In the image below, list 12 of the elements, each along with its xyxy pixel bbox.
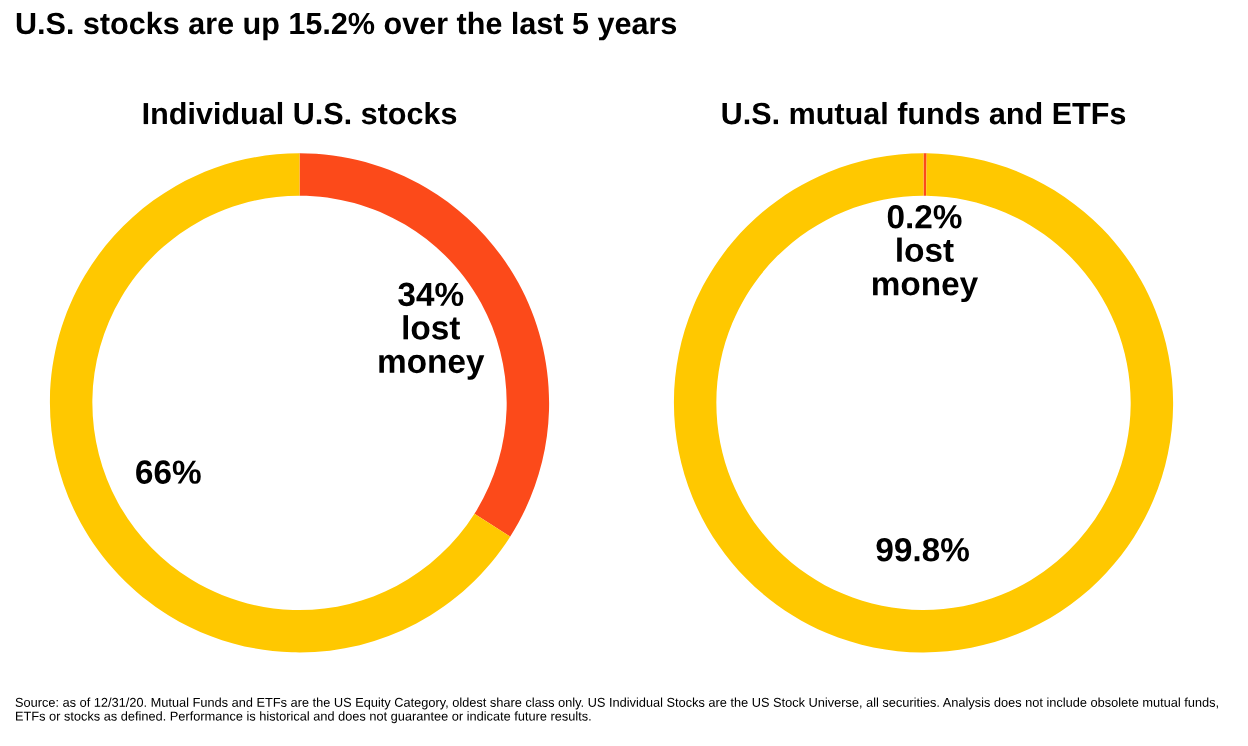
chart-title: Individual U.S. stocks [143,101,457,125]
data-label: 99.8% [876,537,969,562]
data-label: 0.2% [887,204,962,229]
donut-slice [49,153,511,653]
chart-title: U.S. mutual funds and ETFs [722,101,1126,125]
slice-label: lost money [872,237,978,303]
text: U.S. stocks are up 15.2% over the last 5 years [16,11,677,41]
donut-slice [673,153,1174,653]
donut-slice [299,153,550,537]
slice-label: lost money [379,315,485,380]
data-label: 66% [136,460,201,484]
data-label: 34% [398,282,464,307]
